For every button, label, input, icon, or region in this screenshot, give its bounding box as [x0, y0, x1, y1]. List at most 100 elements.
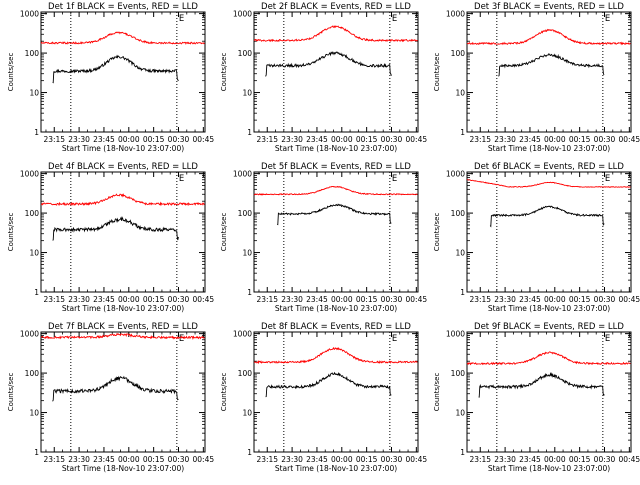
- series-line-events: [52, 375, 179, 402]
- y-tick-label: 100: [25, 209, 40, 218]
- series-line-events: [52, 54, 179, 84]
- x-tick-label: 00:15: [143, 295, 165, 304]
- y-tick-label: 10: [242, 409, 252, 418]
- x-tick-label: 23:15: [43, 295, 65, 304]
- x-tick-label: 00:15: [569, 135, 591, 144]
- x-tick-label: 00:30: [168, 135, 190, 144]
- x-tick-label: 00:00: [331, 135, 353, 144]
- x-tick-label: 00:30: [168, 455, 190, 464]
- y-tick-label: 100: [25, 49, 40, 58]
- x-tick-label: 00:45: [619, 135, 640, 144]
- x-tick-label: 00:15: [569, 455, 591, 464]
- panel-det-1: Det 1f BLACK = Events, RED = LLD 1 10 100 10…: [7, 2, 214, 153]
- x-axis-label: Start Time (18-Nov-10 23:07:00): [62, 144, 184, 153]
- x-tick-label: 23:45: [306, 295, 328, 304]
- x-tick-label: 00:45: [619, 295, 640, 304]
- x-tick-label: 00:45: [406, 135, 428, 144]
- y-tick-label: 1: [247, 128, 252, 137]
- y-tick-label: 10: [29, 409, 39, 418]
- x-tick-label: 00:00: [118, 135, 140, 144]
- y-tick-label: 100: [25, 369, 40, 378]
- x-tick-label: 23:45: [93, 295, 115, 304]
- x-tick-label: 00:15: [356, 295, 378, 304]
- series-line-events: [478, 372, 605, 398]
- y-tick-label: 100: [451, 49, 466, 58]
- y-tick-label: 1000: [446, 330, 465, 339]
- y-tick-label: 10: [455, 89, 465, 98]
- time-marker-label: E: [179, 174, 184, 184]
- y-tick-label: 1000: [446, 170, 465, 179]
- x-tick-label: 00:00: [544, 135, 566, 144]
- x-tick-label: 00:00: [331, 455, 353, 464]
- x-axis-label: Start Time (18-Nov-10 23:07:00): [488, 304, 610, 313]
- plot-frame: [466, 331, 632, 453]
- x-tick-label: 23:30: [68, 135, 90, 144]
- y-tick-label: 1000: [446, 10, 465, 19]
- plot-frame: [253, 11, 419, 133]
- y-tick-label: 1000: [233, 10, 252, 19]
- time-marker-label: E: [179, 14, 184, 24]
- series-line-lld: [253, 25, 418, 43]
- x-tick-label: 23:30: [68, 295, 90, 304]
- x-tick-label: 23:15: [469, 455, 491, 464]
- y-tick-label: 1: [460, 448, 465, 457]
- series-line-lld: [466, 179, 631, 188]
- x-tick-label: 23:15: [43, 135, 65, 144]
- x-axis-label: Start Time (18-Nov-10 23:07:00): [275, 144, 397, 153]
- series-line-events: [276, 203, 392, 226]
- x-tick-label: 23:15: [256, 135, 278, 144]
- x-tick-label: 23:45: [93, 455, 115, 464]
- series-line-lld: [40, 31, 205, 45]
- x-tick-label: 23:45: [306, 455, 328, 464]
- time-marker-label: E: [605, 334, 610, 344]
- panel-title: Det 8f BLACK = Events, RED = LLD: [261, 322, 411, 332]
- panel-title: Det 3f BLACK = Events, RED = LLD: [474, 2, 624, 12]
- y-axis-label: Counts/sec: [220, 373, 228, 412]
- x-tick-label: 00:45: [193, 455, 215, 464]
- x-tick-label: 00:15: [143, 135, 165, 144]
- y-tick-label: 1000: [233, 170, 252, 179]
- y-tick-label: 1: [460, 288, 465, 297]
- x-tick-label: 00:45: [193, 295, 215, 304]
- x-tick-label: 23:45: [306, 135, 328, 144]
- x-tick-label: 00:00: [331, 295, 353, 304]
- y-tick-label: 1: [460, 128, 465, 137]
- x-tick-label: 00:45: [193, 135, 215, 144]
- x-axis-label: Start Time (18-Nov-10 23:07:00): [488, 144, 610, 153]
- y-tick-label: 100: [238, 49, 253, 58]
- series-line-events: [52, 216, 179, 241]
- panel-det-4: Det 4f BLACK = Events, RED = LLD 1 10 100 10…: [7, 162, 214, 313]
- series-line-lld: [253, 346, 418, 365]
- x-tick-label: 00:00: [544, 455, 566, 464]
- panel-title: Det 1f BLACK = Events, RED = LLD: [48, 2, 198, 12]
- y-tick-label: 1000: [233, 330, 252, 339]
- series-line-lld: [253, 185, 418, 196]
- x-tick-label: 23:15: [43, 455, 65, 464]
- y-tick-label: 1: [34, 128, 39, 137]
- y-tick-label: 1: [34, 288, 39, 297]
- y-tick-label: 1: [34, 448, 39, 457]
- time-marker-label: E: [392, 14, 397, 24]
- x-axis-label: Start Time (18-Nov-10 23:07:00): [488, 464, 610, 473]
- series-line-lld: [40, 193, 205, 207]
- y-tick-label: 100: [451, 369, 466, 378]
- y-axis-label: Counts/sec: [7, 53, 15, 92]
- x-tick-label: 23:30: [281, 455, 303, 464]
- plot-frame: [40, 11, 206, 133]
- x-tick-label: 00:30: [381, 135, 403, 144]
- x-tick-label: 00:15: [143, 455, 165, 464]
- x-tick-label: 00:30: [594, 455, 616, 464]
- y-axis-label: Counts/sec: [7, 373, 15, 412]
- panel-title: Det 2f BLACK = Events, RED = LLD: [261, 2, 411, 12]
- x-axis-label: Start Time (18-Nov-10 23:07:00): [62, 304, 184, 313]
- x-tick-label: 00:00: [118, 295, 140, 304]
- x-tick-label: 23:45: [519, 135, 541, 144]
- x-tick-label: 00:15: [356, 135, 378, 144]
- time-marker-label: E: [605, 14, 610, 24]
- x-tick-label: 23:15: [256, 455, 278, 464]
- x-tick-label: 23:45: [93, 135, 115, 144]
- panel-det-7: Det 7f BLACK = Events, RED = LLD 1 10 100 10…: [7, 322, 214, 473]
- y-tick-label: 100: [238, 369, 253, 378]
- series-line-events: [265, 51, 392, 77]
